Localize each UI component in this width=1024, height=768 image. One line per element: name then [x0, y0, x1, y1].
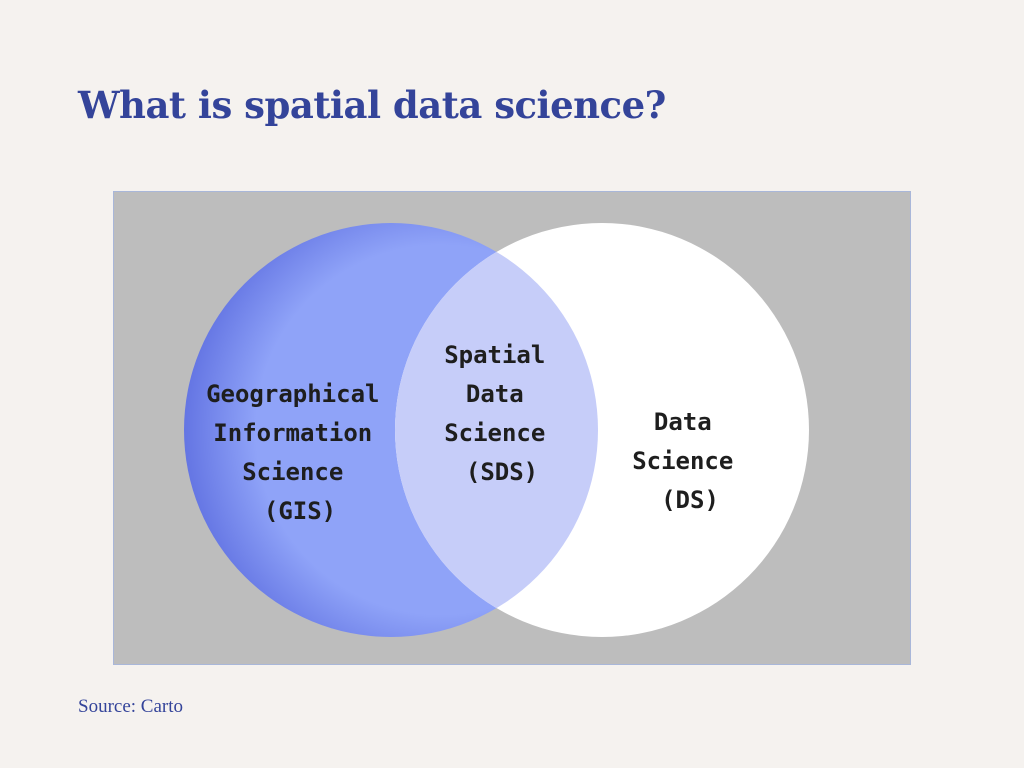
sds-intersection: [395, 223, 598, 637]
gis-label: Geographical Information Science (GIS): [206, 380, 394, 525]
ds-label: Data Science (DS): [632, 408, 748, 514]
slide-title: What is spatial data science?: [78, 83, 666, 127]
ds-label-line: Science: [632, 447, 733, 475]
gis-label-line: Geographical: [206, 380, 379, 408]
sds-label-line: Data: [466, 380, 524, 408]
source-note: Source: Carto: [78, 696, 184, 717]
venn-diagram: Geographical Information Science (GIS) S…: [113, 191, 911, 665]
sds-label: Spatial Data Science (SDS): [444, 341, 560, 486]
gis-label-line: (GIS): [264, 497, 336, 525]
gis-label-line: Information: [213, 419, 372, 447]
ds-label-line: Data: [654, 408, 712, 436]
sds-label-line: Science: [444, 419, 545, 447]
sds-label-line: Spatial: [444, 341, 545, 369]
sds-label-line: (SDS): [466, 458, 538, 486]
gis-label-line: Science: [242, 458, 343, 486]
ds-label-line: (DS): [661, 486, 719, 514]
